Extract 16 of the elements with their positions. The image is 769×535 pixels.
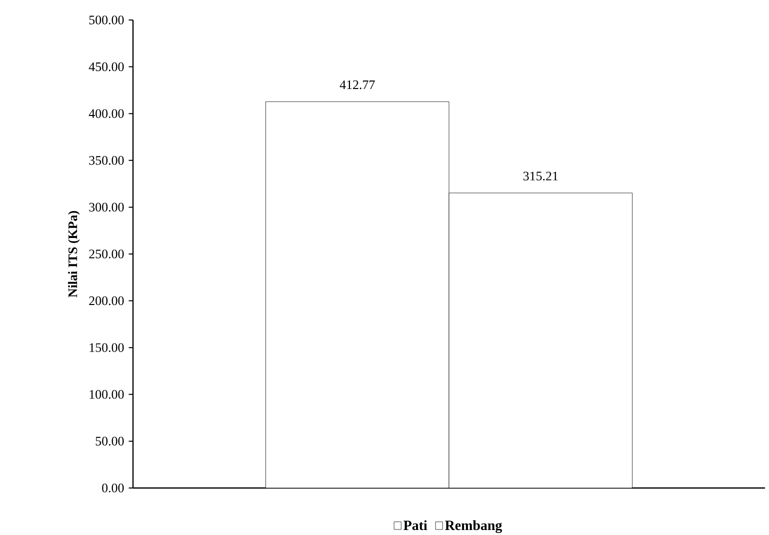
y-tick-label: 500.00 — [89, 16, 124, 24]
y-tick-label: 50.00 — [96, 436, 124, 446]
y-tick-label: 250.00 — [89, 250, 124, 258]
y-tick-label: 300.00 — [89, 202, 124, 212]
y-tick-label: 200.00 — [89, 296, 124, 306]
y-tick-label: 0.00 — [102, 484, 124, 492]
legend-label: Rembang — [445, 520, 502, 534]
data-label: 315.21 — [523, 172, 558, 180]
y-tick-label: 400.00 — [88, 109, 124, 118]
y-tick-label: 450.00 — [88, 62, 124, 72]
y-tick-label: 100.00 — [90, 390, 124, 399]
y-tick-label: 350.00 — [89, 156, 124, 165]
y-axis-title: Nilai ITS (KPa) — [68, 211, 80, 298]
y-tick-label: 150.00 — [90, 343, 124, 352]
data-label: 412.77 — [340, 80, 375, 90]
legend-label: Pati — [404, 520, 428, 530]
